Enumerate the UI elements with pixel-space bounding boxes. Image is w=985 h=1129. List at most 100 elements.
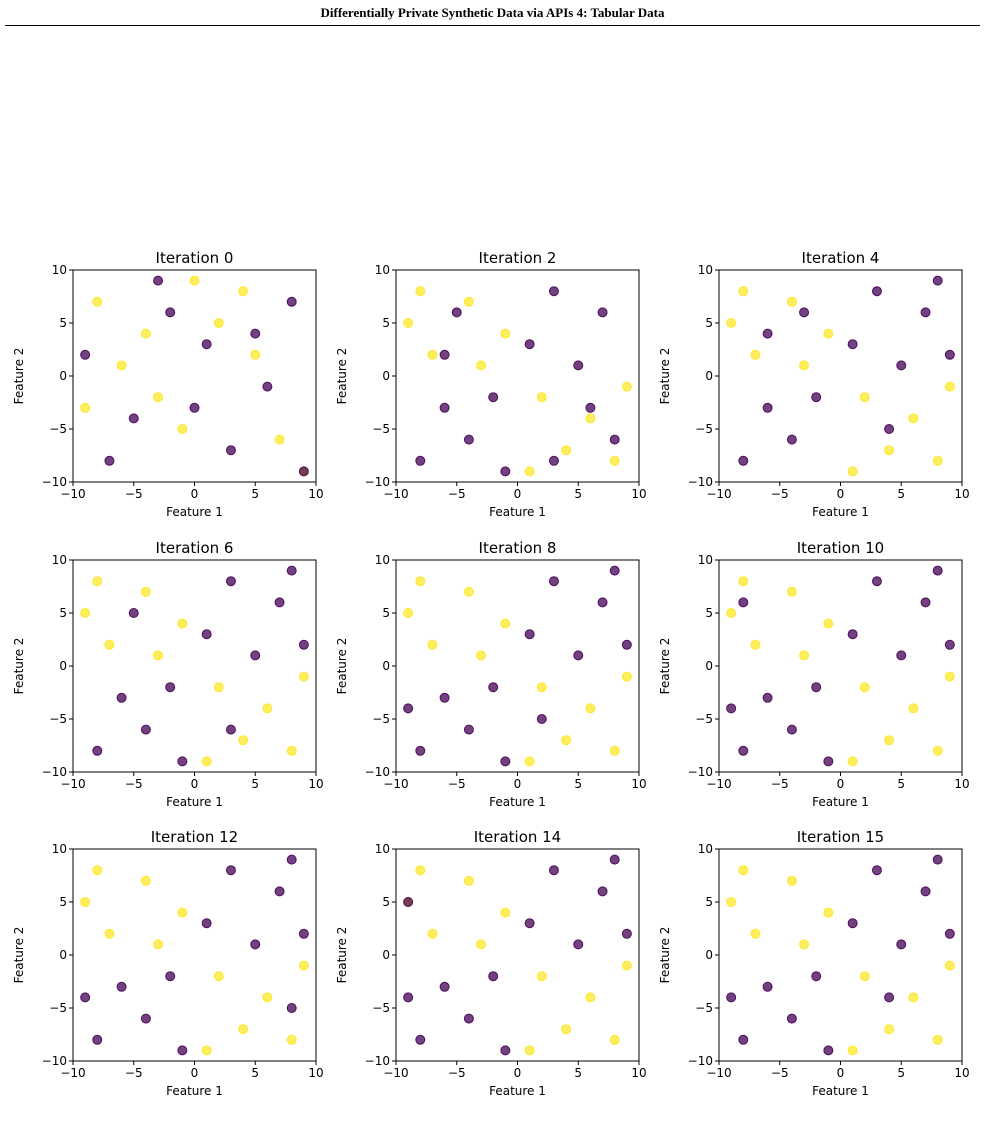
data-point bbox=[859, 971, 870, 982]
y-tick-label: 10 bbox=[375, 553, 390, 567]
data-point bbox=[140, 328, 151, 339]
data-point bbox=[944, 928, 955, 939]
x-tick-label: 0 bbox=[514, 487, 522, 501]
subplot: −10 −5 0 5 10 −10 −5 0 5 10 Iteration 2 Feature 1 Fe… bbox=[335, 249, 647, 519]
y-tick-label: 5 bbox=[382, 606, 390, 620]
data-point bbox=[153, 392, 164, 403]
data-point bbox=[80, 349, 91, 360]
y-tick-label: 5 bbox=[382, 895, 390, 909]
y-axis-label: Feature 2 bbox=[335, 348, 349, 405]
data-point bbox=[92, 1034, 103, 1045]
data-point bbox=[415, 455, 426, 466]
x-tick-label: 5 bbox=[897, 777, 905, 791]
data-point bbox=[177, 1045, 188, 1056]
data-point bbox=[488, 392, 499, 403]
y-tick-label: −10 bbox=[42, 475, 67, 489]
y-axis-label: Feature 2 bbox=[658, 927, 672, 984]
x-tick-label: −5 bbox=[448, 1066, 466, 1080]
data-point bbox=[609, 1034, 620, 1045]
plot-area bbox=[396, 849, 639, 1061]
data-point bbox=[823, 907, 834, 918]
data-point bbox=[286, 1034, 297, 1045]
data-point bbox=[750, 639, 761, 650]
plot-area bbox=[73, 560, 316, 772]
y-tick-label: 10 bbox=[375, 263, 390, 277]
chart-title: Iteration 2 bbox=[479, 249, 557, 267]
data-point bbox=[500, 756, 511, 767]
data-point bbox=[738, 597, 749, 608]
data-point bbox=[238, 286, 249, 297]
data-point bbox=[104, 928, 115, 939]
data-point bbox=[201, 629, 212, 640]
data-point bbox=[262, 703, 273, 714]
data-point bbox=[823, 756, 834, 767]
data-point bbox=[463, 434, 474, 445]
data-point bbox=[621, 639, 632, 650]
subplot: −10 −5 0 5 10 −10 −5 0 5 10 Iteration 12 Feature 1 F… bbox=[12, 828, 324, 1098]
y-tick-label: −10 bbox=[688, 475, 713, 489]
data-point bbox=[524, 918, 535, 929]
data-point bbox=[932, 745, 943, 756]
y-tick-label: 0 bbox=[382, 948, 390, 962]
data-point bbox=[415, 1034, 426, 1045]
data-point bbox=[524, 756, 535, 767]
data-point bbox=[932, 275, 943, 286]
data-point bbox=[786, 586, 797, 597]
data-point bbox=[177, 907, 188, 918]
x-tick-label: 5 bbox=[574, 487, 582, 501]
y-tick-label: 0 bbox=[382, 659, 390, 673]
data-point bbox=[225, 865, 236, 876]
data-point bbox=[286, 745, 297, 756]
data-point bbox=[128, 413, 139, 424]
data-point bbox=[116, 692, 127, 703]
data-point bbox=[823, 328, 834, 339]
data-point bbox=[500, 618, 511, 629]
x-tick-label: 10 bbox=[954, 777, 969, 791]
data-point bbox=[439, 349, 450, 360]
y-tick-label: 10 bbox=[698, 842, 713, 856]
data-point bbox=[439, 402, 450, 413]
data-point bbox=[463, 875, 474, 886]
chart-title: Iteration 15 bbox=[797, 828, 884, 846]
x-tick-label: 10 bbox=[631, 777, 646, 791]
data-point bbox=[896, 939, 907, 950]
data-point bbox=[847, 918, 858, 929]
data-point bbox=[750, 349, 761, 360]
y-tick-label: 10 bbox=[52, 553, 67, 567]
data-point bbox=[463, 296, 474, 307]
x-axis-label: Feature 1 bbox=[812, 505, 869, 519]
data-point bbox=[573, 939, 584, 950]
y-tick-label: −10 bbox=[688, 765, 713, 779]
data-point bbox=[799, 650, 810, 661]
x-tick-label: 0 bbox=[514, 777, 522, 791]
data-point bbox=[403, 992, 414, 1003]
x-tick-label: −5 bbox=[771, 1066, 789, 1080]
y-tick-label: 5 bbox=[382, 316, 390, 330]
y-tick-label: 5 bbox=[705, 316, 713, 330]
data-point bbox=[859, 682, 870, 693]
data-point bbox=[153, 275, 164, 286]
data-point bbox=[726, 608, 737, 618]
data-point bbox=[847, 466, 858, 477]
data-point bbox=[585, 703, 596, 714]
x-tick-label: 10 bbox=[631, 487, 646, 501]
y-tick-label: 0 bbox=[382, 369, 390, 383]
data-point bbox=[213, 682, 224, 693]
data-point bbox=[250, 650, 261, 661]
y-tick-label: 10 bbox=[698, 553, 713, 567]
x-tick-label: −10 bbox=[706, 777, 731, 791]
data-point bbox=[274, 434, 285, 445]
data-point bbox=[116, 981, 127, 992]
data-point bbox=[762, 402, 773, 413]
x-axis-label: Feature 1 bbox=[489, 795, 546, 809]
y-tick-label: −5 bbox=[372, 1001, 390, 1015]
y-axis-label: Feature 2 bbox=[658, 638, 672, 695]
data-point bbox=[140, 724, 151, 735]
subplot: −10 −5 0 5 10 −10 −5 0 5 10 Iteration 14 Feature 1 F… bbox=[335, 828, 647, 1098]
y-tick-label: 0 bbox=[59, 369, 67, 383]
data-point bbox=[104, 455, 115, 466]
data-point bbox=[439, 692, 450, 703]
data-point bbox=[427, 928, 438, 939]
data-point bbox=[573, 650, 584, 661]
